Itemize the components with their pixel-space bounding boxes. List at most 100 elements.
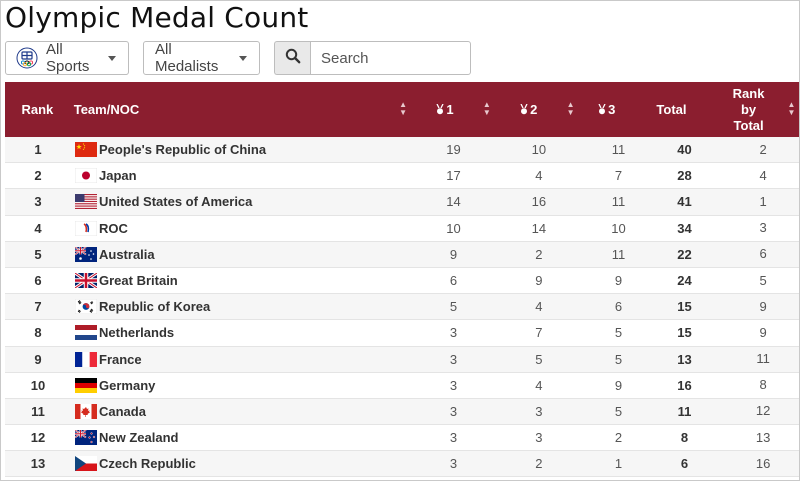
total-count-cell: 40 [677,142,692,158]
table-row[interactable]: 5 Australia 9 2 11 22 6 [5,241,799,268]
bronze-count-cell: 7 [614,168,623,184]
olympic-logo-icon [16,47,38,69]
rank-cell: 10 [30,377,46,393]
bronze-column-label: 3 [608,101,616,117]
gold-count-cell: 3 [449,403,458,419]
rank-by-total-cell: 2 [759,141,767,157]
gold-count-cell: 9 [449,246,458,262]
usa-flag-icon [75,194,97,210]
team-cell: People's Republic of China [71,142,397,158]
table-row[interactable]: 12 New Zealand 3 3 2 8 13 [5,425,799,452]
total-column-header[interactable]: Total [656,102,687,117]
search-input[interactable] [310,41,471,75]
silver-medal-icon [520,103,528,114]
rank-cell: 9 [34,351,42,367]
table-row[interactable]: 6 Great Britain 6 9 9 24 5 [5,267,799,295]
team-name[interactable]: United States of America [99,194,253,210]
canada-flag-icon [75,403,97,419]
team-column-header[interactable]: Team/NOC [73,102,140,117]
team-name[interactable]: Japan [99,168,137,184]
team-cell: France [71,351,397,367]
silver-count-cell: 4 [535,377,543,393]
silver-column-header[interactable]: 2 [500,102,557,118]
silver-count-cell: 3 [535,403,543,419]
total-count-cell: 16 [677,377,692,393]
team-name[interactable]: New Zealand [99,430,179,446]
rank-cell: 12 [30,430,46,446]
team-cell: Great Britain [71,273,397,289]
germany-flag-icon [75,377,97,393]
team-cell: Czech Republic [71,456,397,472]
team-cell: Germany [71,377,397,393]
bronze-count-cell: 5 [614,351,623,367]
table-row[interactable]: 10 Germany 3 4 9 16 8 [5,372,799,399]
gold-count-cell: 6 [449,273,458,289]
rank-by-total-cell: 13 [755,429,771,445]
gold-count-cell: 3 [449,430,458,446]
table-row[interactable]: 2 Japan 17 4 7 28 4 [5,163,799,190]
gold-medal-icon [436,103,444,114]
bronze-count-cell: 11 [611,194,626,210]
rank-cell: 13 [30,456,46,472]
team-name[interactable]: Czech Republic [99,456,196,472]
team-name[interactable]: Netherlands [99,325,175,341]
sort-arrows-icon[interactable]: ▲ ▼ [566,100,575,117]
sort-arrows-icon[interactable]: ▲ ▼ [787,100,796,117]
rank-cell: 7 [34,299,42,315]
sort-arrows-icon[interactable]: ▲ ▼ [482,100,491,117]
silver-count-cell: 2 [535,456,543,472]
team-name[interactable]: ROC [99,220,128,236]
team-name[interactable]: France [99,351,142,367]
rank-by-total-cell: 5 [759,272,767,288]
bronze-medal-icon [598,103,606,114]
total-count-cell: 15 [677,325,692,341]
korea-flag-icon [75,299,97,315]
rank-by-total-column-header[interactable]: Rank by Total [713,86,783,134]
all-sports-label: All Sports [46,41,90,75]
total-count-cell: 22 [677,246,692,262]
silver-count-cell: 7 [535,325,543,341]
table-row[interactable]: 4 ROC 10 14 10 34 3 [5,215,799,242]
silver-count-cell: 3 [535,430,543,446]
search-button[interactable] [274,41,310,75]
all-sports-dropdown[interactable]: All Sports [5,41,129,75]
sort-arrows-icon[interactable]: ▲ ▼ [399,100,407,117]
gold-count-cell: 3 [449,325,458,341]
team-name[interactable]: Germany [99,377,156,393]
all-medalists-dropdown[interactable]: All Medalists [143,41,260,75]
total-count-cell: 28 [677,168,692,184]
team-cell: United States of America [71,194,397,210]
table-row[interactable]: 13 Czech Republic 3 2 1 6 16 [5,451,799,478]
table-row[interactable]: 8 Netherlands 3 7 5 15 9 [5,320,799,347]
table-body: 1 People's Republic of China 19 10 11 40 2 2 Jap… [5,137,799,478]
table-row[interactable]: 7 Republic of Korea 5 4 6 15 9 [5,294,799,321]
team-name[interactable]: Australia [99,246,155,262]
rank-cell: 4 [34,220,42,236]
silver-count-cell: 9 [535,273,543,289]
table-row[interactable]: 1 People's Republic of China 19 10 11 40 2 [5,137,799,164]
total-count-cell: 41 [677,194,692,210]
rank-cell: 1 [34,142,42,158]
team-name[interactable]: Canada [99,403,146,419]
team-name[interactable]: Republic of Korea [99,299,211,315]
medal-table: Rank Team/NOC ▲ ▼ 1 ▲ ▼ 2 ▲ ▼ 3 Total Rank [5,82,799,478]
total-count-cell: 13 [677,351,692,367]
rank-by-total-cell: 9 [759,298,767,314]
table-row[interactable]: 11 Canada 3 3 5 11 12 [5,398,799,426]
team-name[interactable]: People's Republic of China [99,142,267,158]
team-name[interactable]: Great Britain [99,273,178,289]
table-row[interactable]: 3 United States of America 14 16 11 41 1 [5,189,799,216]
rank-column-header[interactable]: Rank [21,102,54,117]
rank-by-total-cell: 6 [759,246,767,262]
bronze-count-cell: 2 [614,430,623,446]
team-cell: ROC [71,220,397,236]
team-cell: Australia [71,246,397,262]
table-row[interactable]: 9 France 3 5 5 13 11 [5,346,799,373]
bronze-column-header[interactable]: 3 [584,102,630,118]
page-title: Olympic Medal Count [5,1,309,34]
search-box [274,41,471,75]
gold-count-cell: 3 [449,456,458,472]
rank-cell: 2 [34,168,42,184]
gold-column-header[interactable]: 1 [416,102,473,118]
total-count-cell: 11 [677,403,692,419]
